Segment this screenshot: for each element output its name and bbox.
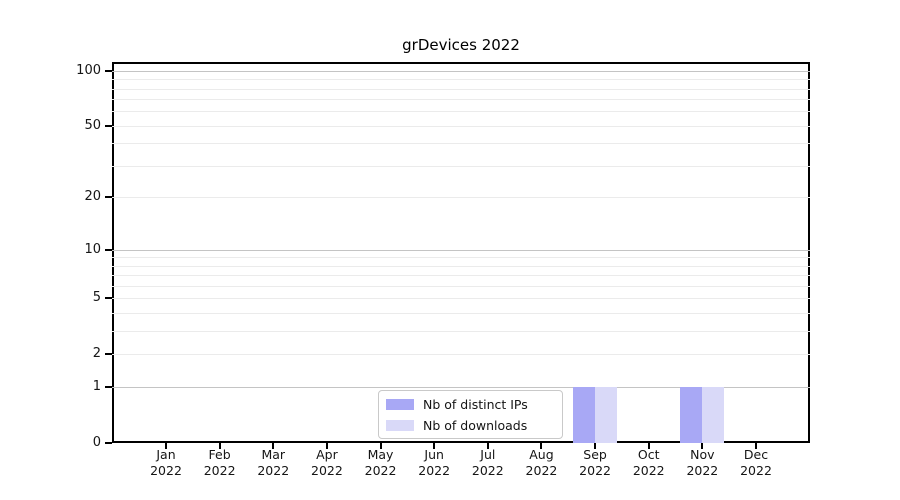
x-tick bbox=[218, 443, 221, 449]
y-gridline-minor bbox=[112, 143, 810, 145]
x-tick-label: Jul 2022 bbox=[471, 447, 504, 478]
x-tick-label: May 2022 bbox=[364, 447, 397, 478]
y-tick bbox=[105, 353, 112, 356]
y-tick-label: 2 bbox=[92, 346, 101, 362]
y-gridline-minor bbox=[112, 275, 810, 277]
x-tick bbox=[165, 443, 167, 449]
x-tick bbox=[701, 443, 704, 449]
y-tick-label: 5 bbox=[92, 290, 101, 306]
y-gridline-decade bbox=[112, 387, 810, 389]
x-tick bbox=[272, 443, 275, 449]
y-gridline-minor bbox=[112, 313, 810, 315]
legend-item-downloads: Nb of downloads bbox=[386, 417, 555, 434]
legend-swatch-downloads bbox=[386, 419, 414, 431]
x-tick-label: Mar 2022 bbox=[257, 447, 290, 478]
y-tick bbox=[105, 124, 112, 127]
y-gridline-decade bbox=[112, 70, 810, 72]
legend-label-distinct-ips: Nb of distinct IPs bbox=[423, 396, 528, 412]
x-tick-label: Jan 2022 bbox=[150, 447, 182, 478]
y-gridline-minor bbox=[112, 79, 810, 81]
y-gridline-minor bbox=[112, 99, 810, 101]
y-gridline-minor bbox=[112, 298, 810, 300]
x-tick-label: Aug 2022 bbox=[525, 447, 558, 478]
x-tick bbox=[379, 443, 382, 449]
y-gridline-minor bbox=[112, 354, 810, 356]
y-tick bbox=[105, 297, 112, 300]
y-gridline-minor bbox=[112, 286, 810, 288]
x-tick bbox=[540, 443, 543, 449]
x-tick-label: Dec 2022 bbox=[740, 447, 772, 478]
x-tick bbox=[486, 443, 489, 449]
legend-swatch-distinct-ips bbox=[386, 398, 414, 410]
y-gridline-decade bbox=[112, 249, 810, 251]
plot-area bbox=[112, 62, 810, 443]
x-tick-label: Oct 2022 bbox=[632, 447, 665, 478]
y-tick-label: 0 bbox=[92, 435, 101, 450]
y-tick bbox=[105, 248, 112, 251]
y-gridline-minor bbox=[112, 111, 810, 113]
y-tick bbox=[105, 69, 112, 72]
legend-item-distinct-ips: Nb of distinct IPs bbox=[386, 396, 555, 413]
y-gridline-minor bbox=[112, 265, 810, 267]
y-gridline-minor bbox=[112, 331, 810, 333]
y-tick bbox=[105, 386, 112, 389]
x-tick-label: Nov 2022 bbox=[686, 447, 719, 478]
y-tick-label: 50 bbox=[84, 117, 101, 133]
y-tick-label: 10 bbox=[84, 241, 101, 257]
x-tick-label: Sep 2022 bbox=[579, 447, 611, 478]
x-tick-label: Jun 2022 bbox=[418, 447, 451, 478]
x-tick bbox=[755, 443, 757, 449]
y-tick-label: 20 bbox=[84, 189, 101, 205]
y-tick-label: 100 bbox=[76, 62, 101, 78]
y-gridline-minor bbox=[112, 88, 810, 90]
x-tick-label: Feb 2022 bbox=[203, 447, 236, 478]
x-tick bbox=[647, 443, 650, 449]
y-gridline-minor bbox=[112, 197, 810, 199]
x-tick bbox=[433, 443, 436, 449]
legend: Nb of distinct IPs Nb of downloads bbox=[378, 390, 563, 439]
x-tick bbox=[594, 443, 597, 449]
x-tick bbox=[325, 443, 328, 449]
y-tick-label: 1 bbox=[92, 379, 101, 395]
y-gridline-minor bbox=[112, 165, 810, 167]
chart-title: grDevices 2022 bbox=[402, 36, 520, 54]
bar-downloads bbox=[595, 387, 618, 443]
y-tick bbox=[105, 442, 112, 444]
bar-distinct-ips bbox=[573, 387, 596, 443]
x-tick-label: Apr 2022 bbox=[311, 447, 343, 478]
bar-downloads bbox=[702, 387, 725, 443]
legend-label-downloads: Nb of downloads bbox=[423, 417, 528, 433]
y-gridline-minor bbox=[112, 257, 810, 259]
y-tick bbox=[105, 196, 112, 199]
y-gridline-minor bbox=[112, 125, 810, 127]
bar-distinct-ips bbox=[680, 387, 703, 443]
